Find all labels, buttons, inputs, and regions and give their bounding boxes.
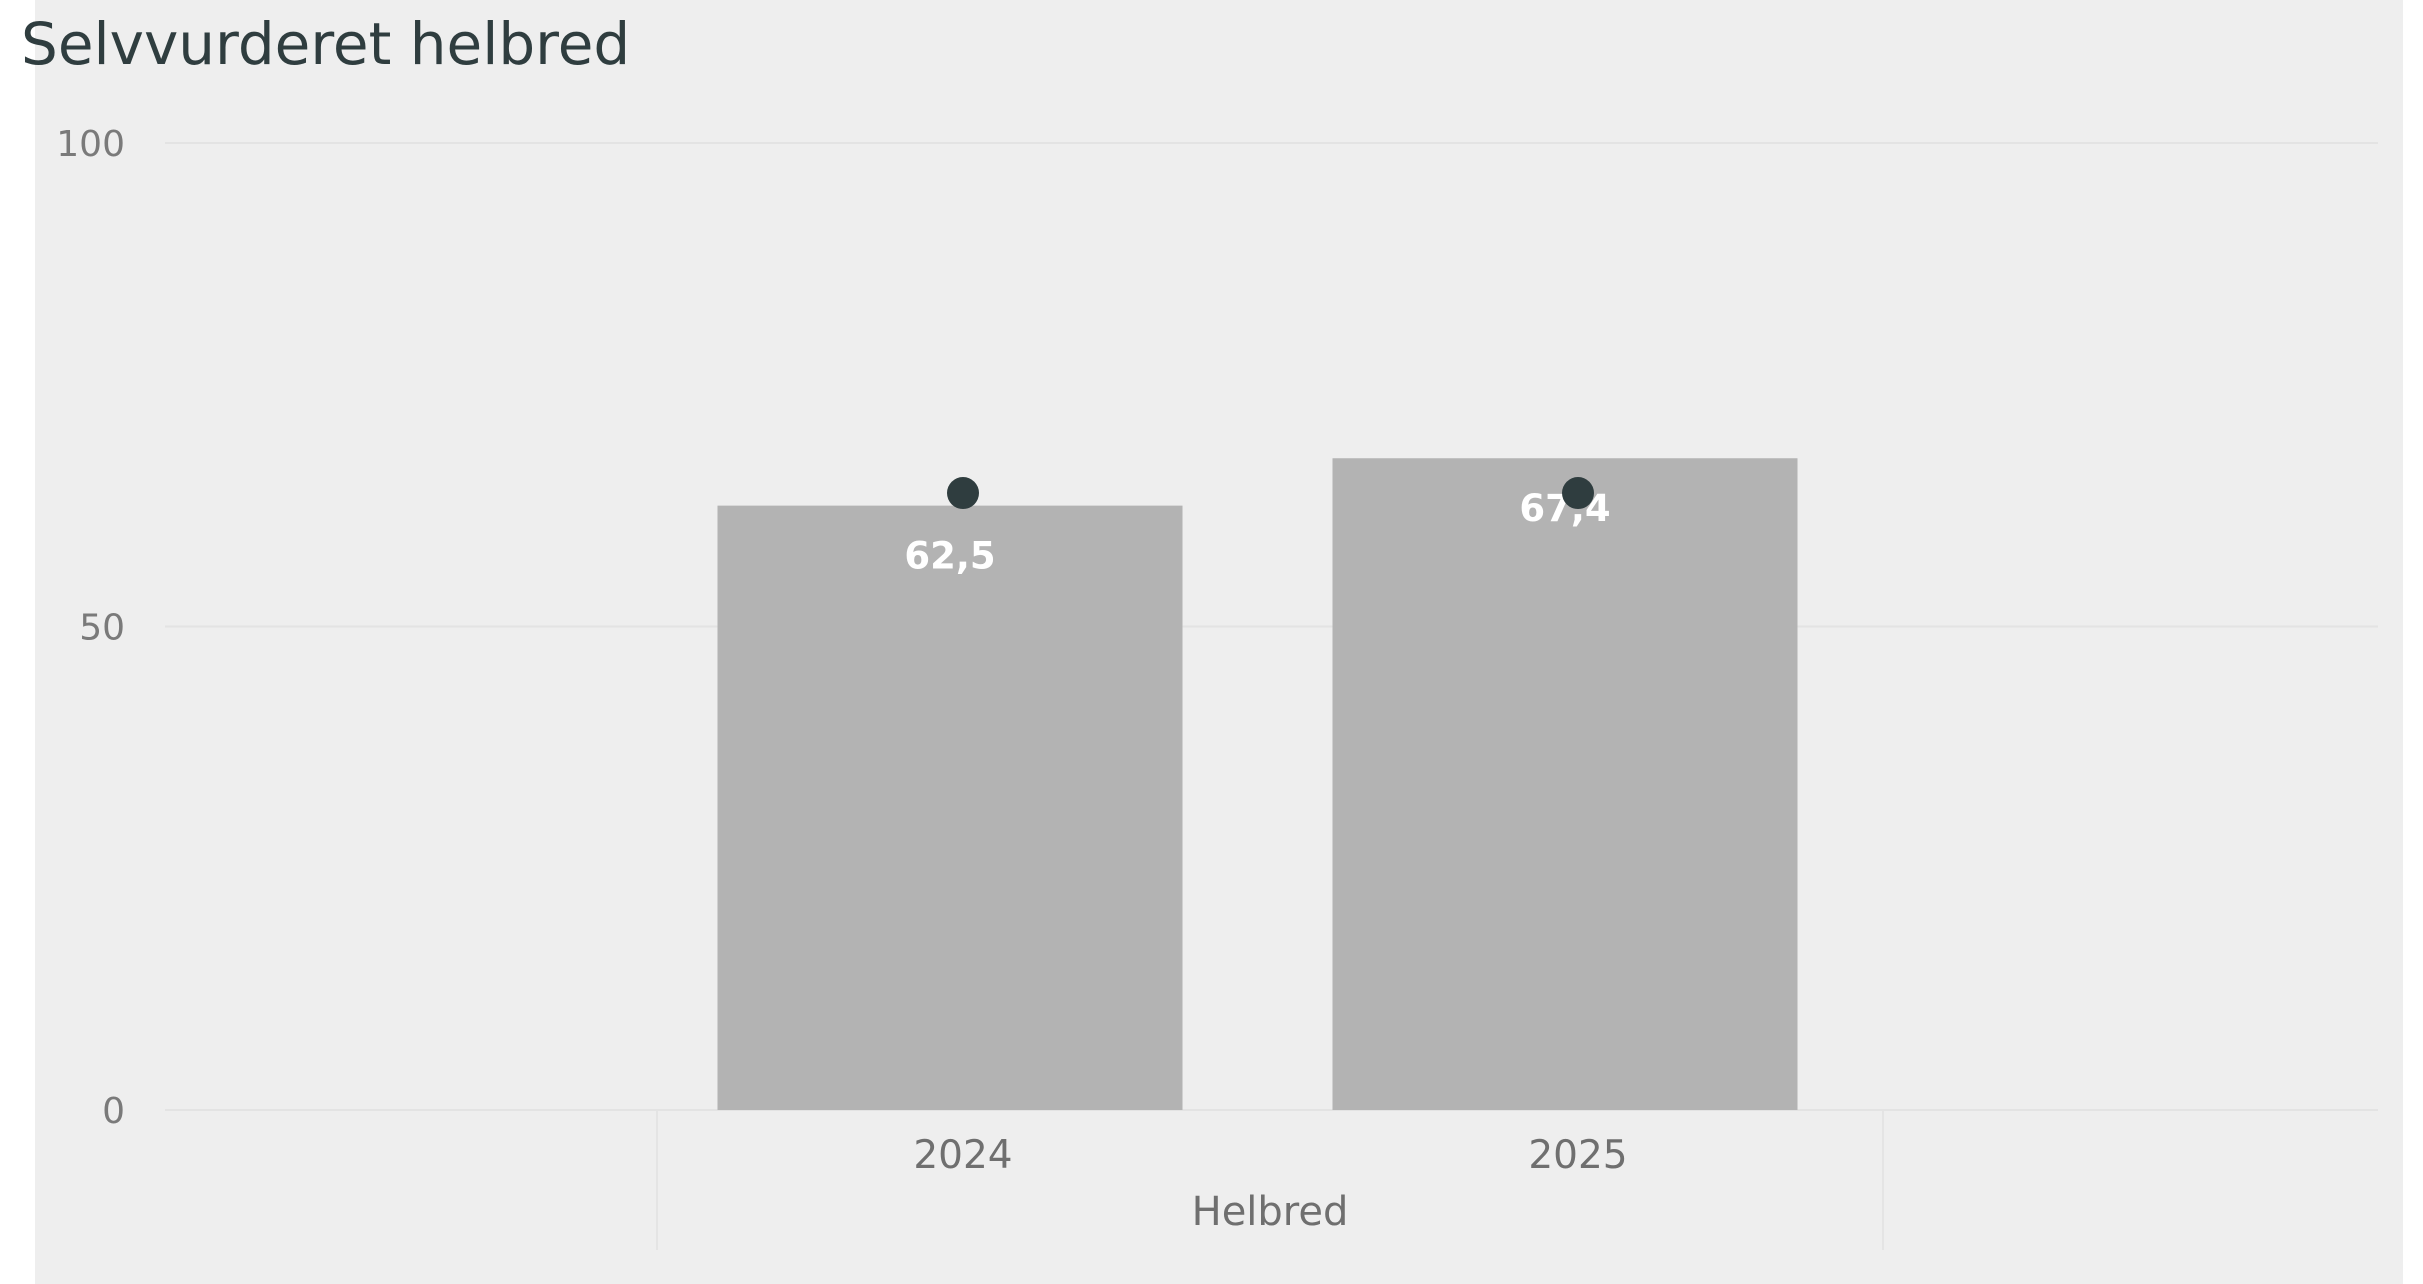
x-tick-label: 2024 xyxy=(913,1133,1012,1178)
bar xyxy=(1332,458,1798,1110)
y-tick-label: 0 xyxy=(102,1091,125,1132)
data-label: 62,5 xyxy=(904,535,995,578)
bar xyxy=(717,505,1183,1110)
y-tick-label: 50 xyxy=(79,608,125,649)
chart-panel xyxy=(35,0,2403,1284)
x-tick-label: 2025 xyxy=(1528,1133,1627,1178)
marker-point xyxy=(1562,477,1594,510)
chart-title: Selvvurderet helbred xyxy=(21,10,631,78)
x-axis-label: Helbred xyxy=(1192,1189,1349,1235)
y-tick-label: 100 xyxy=(56,124,125,165)
marker-point xyxy=(947,477,979,510)
